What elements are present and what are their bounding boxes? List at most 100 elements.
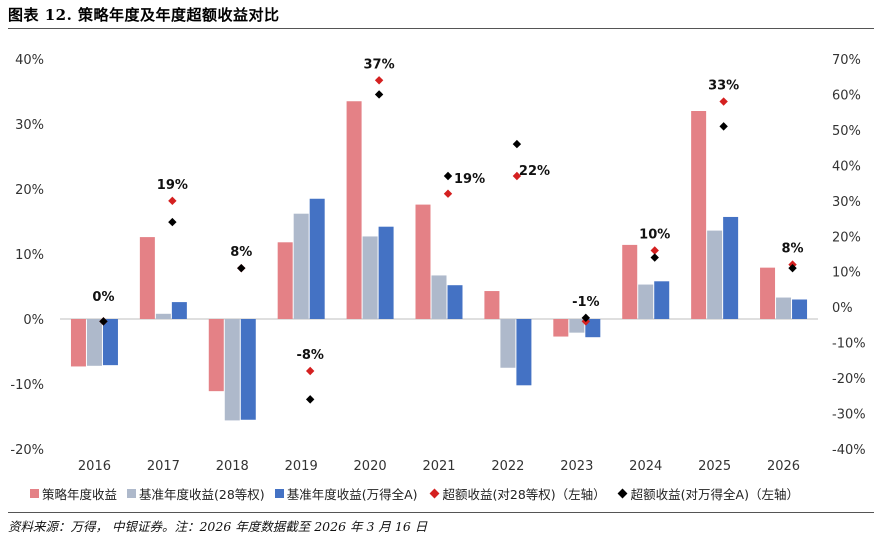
left-tick-label: -20%: [10, 443, 44, 458]
bar-1-2021: [415, 204, 431, 319]
left-tick-label: 10%: [15, 248, 44, 263]
legend-label: 策略年度收益: [42, 487, 118, 502]
point-2-2022: [512, 139, 522, 149]
left-tick-label: 20%: [15, 183, 44, 198]
bar-1-2025: [691, 111, 707, 319]
legend-item: 基准年度收益(万得全A): [274, 484, 418, 503]
legend-item: 超额收益(对万得全A)（左轴）: [616, 484, 799, 503]
bar-3-2021: [447, 285, 463, 319]
bar-3-2019: [309, 198, 325, 319]
right-tick-label: 40%: [832, 159, 861, 174]
data-label-2016: 0%: [92, 290, 114, 305]
bar-1-2026: [760, 267, 776, 319]
data-label-2021: 19%: [454, 172, 485, 187]
point-2-2021: [443, 171, 453, 181]
point-2-2020: [374, 90, 384, 99]
category-label: 2024: [629, 459, 662, 474]
point-1-2019: [305, 366, 315, 376]
legend-swatch: [274, 489, 284, 498]
data-label-2024: 10%: [639, 227, 670, 242]
legend-label: 基准年度收益(28等权): [139, 487, 265, 502]
source-rule: [8, 512, 874, 513]
right-tick-label: -20%: [832, 372, 866, 387]
bar-2-2020: [362, 236, 378, 319]
point-2-2024: [650, 253, 659, 262]
point-1-2024: [650, 246, 659, 255]
bar-1-2020: [346, 101, 362, 319]
point-1-2017: [168, 196, 177, 206]
bar-3-2025: [723, 216, 739, 319]
bar-2-2025: [707, 230, 723, 319]
category-label: 2019: [285, 459, 318, 474]
point-2-2023: [581, 313, 591, 323]
category-label: 2021: [422, 459, 455, 474]
bar-2-2016: [86, 319, 102, 366]
category-label: 2018: [216, 459, 249, 474]
bar-2-2022: [500, 319, 516, 368]
category-label: 2022: [491, 459, 524, 474]
right-tick-label: 10%: [832, 266, 861, 281]
bar-1-2018: [208, 319, 224, 392]
point-2-2025: [719, 122, 728, 131]
chart-points: [99, 76, 797, 404]
point-2-2016: [99, 317, 108, 326]
legend-swatch: [30, 489, 39, 498]
left-tick-label: 40%: [15, 53, 44, 68]
right-tick-label: 20%: [832, 230, 861, 245]
bar-3-2017: [171, 302, 187, 319]
bar-2-2018: [224, 319, 240, 421]
right-tick-label: 70%: [832, 53, 861, 68]
bar-1-2023: [553, 319, 569, 337]
bar-1-2022: [484, 291, 500, 319]
bar-2-2023: [569, 319, 585, 333]
right-tick-label: 50%: [832, 124, 861, 139]
bar-3-2016: [102, 319, 118, 366]
data-label-2022: 22%: [519, 164, 550, 179]
chart-legend: 策略年度收益 基准年度收益(28等权) 基准年度收益(万得全A) 超额收益(对28等权…: [30, 484, 809, 503]
chart-bars: [70, 101, 808, 421]
legend-label: 超额收益(对万得全A)（左轴）: [630, 487, 799, 502]
category-label: 2016: [78, 459, 111, 474]
title-rule: [8, 28, 874, 29]
bar-chart: -20% -10% 0% 10% 20% 30% 40% -40% -30% -20% -10% 0%…: [10, 53, 866, 474]
left-tick-label: 0%: [23, 313, 44, 328]
right-tick-label: -10%: [832, 337, 866, 352]
left-tick-label: 30%: [15, 118, 44, 133]
point-1-2022: [512, 171, 522, 181]
legend-item: 基准年度收益(28等权): [127, 484, 265, 503]
bar-1-2019: [277, 242, 293, 319]
bar-1-2024: [622, 244, 638, 319]
left-tick-label: -10%: [10, 378, 44, 393]
point-2-2019: [305, 395, 315, 404]
bar-3-2022: [516, 319, 532, 386]
point-2-2018: [237, 263, 246, 273]
right-tick-label: 60%: [832, 88, 861, 103]
right-tick-label: -40%: [832, 443, 866, 458]
point-2-2026: [788, 263, 797, 273]
point-1-2025: [719, 97, 728, 106]
right-tick-label: -30%: [832, 408, 866, 423]
data-label-2019: -8%: [296, 348, 323, 363]
category-label: 2023: [560, 459, 593, 474]
bar-1-2016: [70, 319, 86, 367]
source-note: 资料来源：万得， 中银证券。注：2026 年度数据截至 2026 年 3 月 1…: [8, 519, 428, 534]
category-label: 2026: [767, 459, 800, 474]
data-label-2025: 33%: [708, 79, 739, 94]
right-tick-label: 0%: [832, 301, 853, 316]
legend-swatch: [127, 489, 137, 498]
bar-2-2017: [155, 313, 171, 319]
point-1-2020: [374, 76, 384, 85]
category-label: 2025: [698, 459, 731, 474]
category-label: 2020: [354, 459, 387, 474]
bar-2-2019: [293, 213, 309, 319]
chart-data-labels: 0% 19% 8% -8% 37% 19% 22% -1% 10% 33% 8%: [92, 57, 803, 363]
legend-item: 策略年度收益: [30, 484, 117, 503]
point-1-2021: [443, 189, 453, 198]
data-label-2017: 19%: [157, 178, 188, 193]
data-label-2026: 8%: [782, 242, 804, 257]
bar-3-2026: [792, 299, 808, 319]
bar-1-2017: [139, 237, 155, 319]
data-label-2020: 37%: [364, 57, 395, 72]
legend-label: 超额收益(对28等权)（左轴）: [442, 487, 606, 502]
